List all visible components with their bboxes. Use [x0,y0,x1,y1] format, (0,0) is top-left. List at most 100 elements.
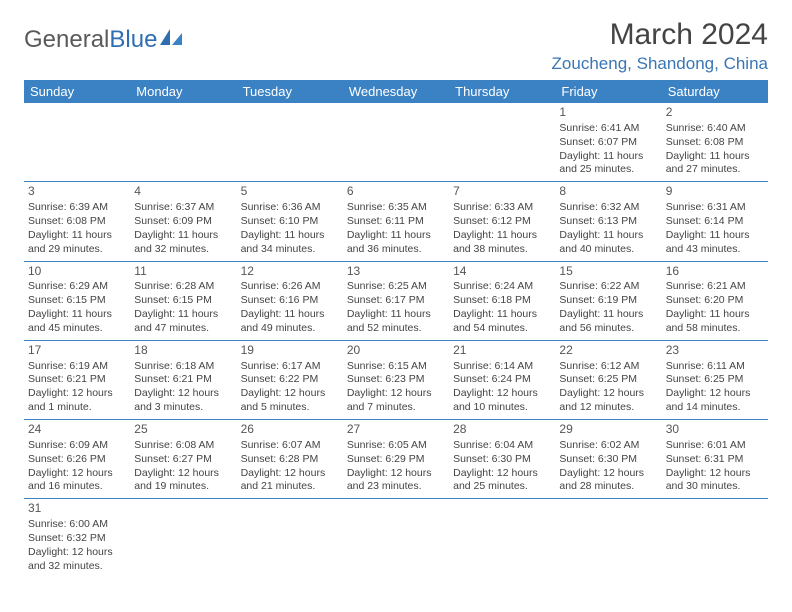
day-number: 28 [453,422,551,438]
day-number: 15 [559,264,657,280]
day-number: 21 [453,343,551,359]
sunrise-line: Sunrise: 6:17 AM [241,360,339,374]
sunrise-line: Sunrise: 6:21 AM [666,280,764,294]
weekday-header: Friday [555,80,661,103]
calendar-cell: 16Sunrise: 6:21 AMSunset: 6:20 PMDayligh… [662,261,768,340]
sunrise-line: Sunrise: 6:37 AM [134,201,232,215]
calendar-cell: 3Sunrise: 6:39 AMSunset: 6:08 PMDaylight… [24,182,130,261]
day-number: 2 [666,105,764,121]
daylight-line: Daylight: 12 hours and 19 minutes. [134,467,232,495]
sunset-line: Sunset: 6:15 PM [134,294,232,308]
daylight-line: Daylight: 12 hours and 14 minutes. [666,387,764,415]
calendar-cell: 1Sunrise: 6:41 AMSunset: 6:07 PMDaylight… [555,103,661,182]
daylight-line: Daylight: 11 hours and 45 minutes. [28,308,126,336]
calendar-cell [343,499,449,578]
day-number: 9 [666,184,764,200]
day-number: 27 [347,422,445,438]
sunset-line: Sunset: 6:12 PM [453,215,551,229]
sunrise-line: Sunrise: 6:14 AM [453,360,551,374]
daylight-line: Daylight: 11 hours and 47 minutes. [134,308,232,336]
calendar-cell: 22Sunrise: 6:12 AMSunset: 6:25 PMDayligh… [555,340,661,419]
day-number: 11 [134,264,232,280]
weekday-header-row: SundayMondayTuesdayWednesdayThursdayFrid… [24,80,768,103]
calendar-cell: 27Sunrise: 6:05 AMSunset: 6:29 PMDayligh… [343,420,449,499]
header: GeneralBlue March 2024 Zoucheng, Shandon… [24,18,768,74]
weekday-header: Saturday [662,80,768,103]
sunset-line: Sunset: 6:30 PM [559,453,657,467]
sunrise-line: Sunrise: 6:07 AM [241,439,339,453]
daylight-line: Daylight: 11 hours and 40 minutes. [559,229,657,257]
sail-icon [160,26,186,54]
sunset-line: Sunset: 6:21 PM [28,373,126,387]
daylight-line: Daylight: 11 hours and 58 minutes. [666,308,764,336]
sunset-line: Sunset: 6:17 PM [347,294,445,308]
calendar-row: 31Sunrise: 6:00 AMSunset: 6:32 PMDayligh… [24,499,768,578]
sunrise-line: Sunrise: 6:40 AM [666,122,764,136]
daylight-line: Daylight: 11 hours and 49 minutes. [241,308,339,336]
sunrise-line: Sunrise: 6:15 AM [347,360,445,374]
weekday-header: Thursday [449,80,555,103]
sunset-line: Sunset: 6:14 PM [666,215,764,229]
calendar-cell: 31Sunrise: 6:00 AMSunset: 6:32 PMDayligh… [24,499,130,578]
sunset-line: Sunset: 6:18 PM [453,294,551,308]
sunrise-line: Sunrise: 6:26 AM [241,280,339,294]
day-number: 13 [347,264,445,280]
sunrise-line: Sunrise: 6:33 AM [453,201,551,215]
calendar-cell: 29Sunrise: 6:02 AMSunset: 6:30 PMDayligh… [555,420,661,499]
calendar-cell: 7Sunrise: 6:33 AMSunset: 6:12 PMDaylight… [449,182,555,261]
day-number: 29 [559,422,657,438]
sunrise-line: Sunrise: 6:18 AM [134,360,232,374]
sunrise-line: Sunrise: 6:01 AM [666,439,764,453]
sunset-line: Sunset: 6:08 PM [28,215,126,229]
sunrise-line: Sunrise: 6:05 AM [347,439,445,453]
day-number: 14 [453,264,551,280]
day-number: 24 [28,422,126,438]
sunset-line: Sunset: 6:25 PM [666,373,764,387]
sunset-line: Sunset: 6:26 PM [28,453,126,467]
sunrise-line: Sunrise: 6:02 AM [559,439,657,453]
calendar-cell: 10Sunrise: 6:29 AMSunset: 6:15 PMDayligh… [24,261,130,340]
sunrise-line: Sunrise: 6:12 AM [559,360,657,374]
day-number: 23 [666,343,764,359]
location-label: Zoucheng, Shandong, China [552,54,768,74]
calendar-cell: 18Sunrise: 6:18 AMSunset: 6:21 PMDayligh… [130,340,236,419]
sunrise-line: Sunrise: 6:09 AM [28,439,126,453]
daylight-line: Daylight: 12 hours and 5 minutes. [241,387,339,415]
calendar-cell [237,499,343,578]
day-number: 8 [559,184,657,200]
sunrise-line: Sunrise: 6:00 AM [28,518,126,532]
day-number: 30 [666,422,764,438]
calendar-row: 17Sunrise: 6:19 AMSunset: 6:21 PMDayligh… [24,340,768,419]
calendar-row: 24Sunrise: 6:09 AMSunset: 6:26 PM Dayligh… [24,420,768,499]
sunset-line: Sunset: 6:11 PM [347,215,445,229]
calendar-cell [130,499,236,578]
sunrise-line: Sunrise: 6:19 AM [28,360,126,374]
sunset-line: Sunset: 6:27 PM [134,453,232,467]
sunrise-line: Sunrise: 6:11 AM [666,360,764,374]
daylight-line: Daylight: 11 hours and 52 minutes. [347,308,445,336]
calendar-cell [24,103,130,182]
calendar-cell: 24Sunrise: 6:09 AMSunset: 6:26 PMDayligh… [24,420,130,499]
calendar-cell: 2Sunrise: 6:40 AMSunset: 6:08 PMDaylight… [662,103,768,182]
daylight-line: Daylight: 12 hours and 30 minutes. [666,467,764,495]
daylight-line: Daylight: 11 hours and 27 minutes. [666,150,764,178]
daylight-line: Daylight: 12 hours and 21 minutes. [241,467,339,495]
day-number: 1 [559,105,657,121]
calendar-cell [343,103,449,182]
day-number: 10 [28,264,126,280]
calendar-cell: 17Sunrise: 6:19 AMSunset: 6:21 PMDayligh… [24,340,130,419]
sunset-line: Sunset: 6:29 PM [347,453,445,467]
day-number: 26 [241,422,339,438]
daylight-line: Daylight: 12 hours and 32 minutes. [28,546,126,574]
day-number: 20 [347,343,445,359]
day-number: 18 [134,343,232,359]
calendar-cell: 21Sunrise: 6:14 AMSunset: 6:24 PMDayligh… [449,340,555,419]
weekday-header: Wednesday [343,80,449,103]
calendar-cell [449,103,555,182]
calendar-cell: 13Sunrise: 6:25 AMSunset: 6:17 PMDayligh… [343,261,449,340]
calendar-cell: 30Sunrise: 6:01 AMSunset: 6:31 PMDayligh… [662,420,768,499]
weekday-header: Tuesday [237,80,343,103]
calendar-cell: 5Sunrise: 6:36 AMSunset: 6:10 PMDaylight… [237,182,343,261]
sunset-line: Sunset: 6:20 PM [666,294,764,308]
sunrise-line: Sunrise: 6:31 AM [666,201,764,215]
